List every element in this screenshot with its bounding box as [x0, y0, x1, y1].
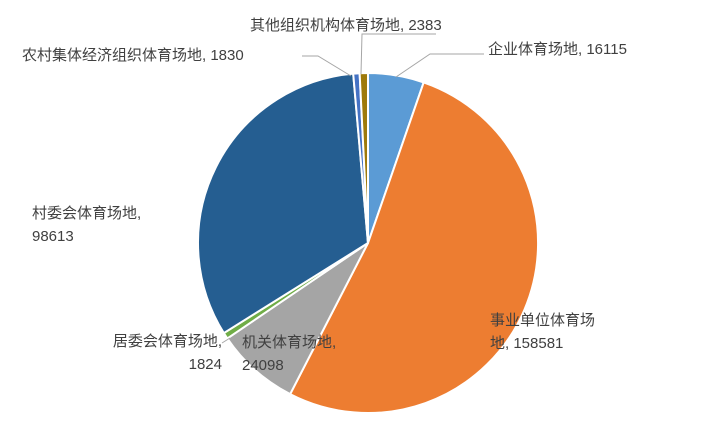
leader-line	[302, 55, 352, 77]
leader-lines	[221, 33, 484, 344]
data-label: 1824	[189, 356, 222, 373]
data-label: 农村集体经济组织体育场地, 1830	[22, 47, 244, 64]
data-label: 居委会体育场地,	[113, 333, 222, 350]
pie-slice	[197, 72, 370, 335]
data-label: 村委会体育场地,	[32, 205, 141, 222]
leader-line	[360, 33, 436, 75]
data-label: 24098	[242, 357, 284, 374]
pie-slice	[288, 81, 540, 414]
data-label: 企业体育场地, 16115	[488, 40, 627, 58]
data-label: 事业单位体育场	[490, 312, 595, 329]
leader-line	[395, 53, 484, 78]
pie-slices	[197, 71, 540, 414]
data-label: 98613	[32, 228, 74, 245]
pie-slice	[358, 71, 369, 244]
data-label: 机关体育场地,	[242, 334, 336, 351]
data-label: 其他组织机构体育场地, 2383	[250, 17, 442, 34]
data-label: 地, 158581	[490, 335, 563, 352]
leader-line	[221, 337, 231, 344]
